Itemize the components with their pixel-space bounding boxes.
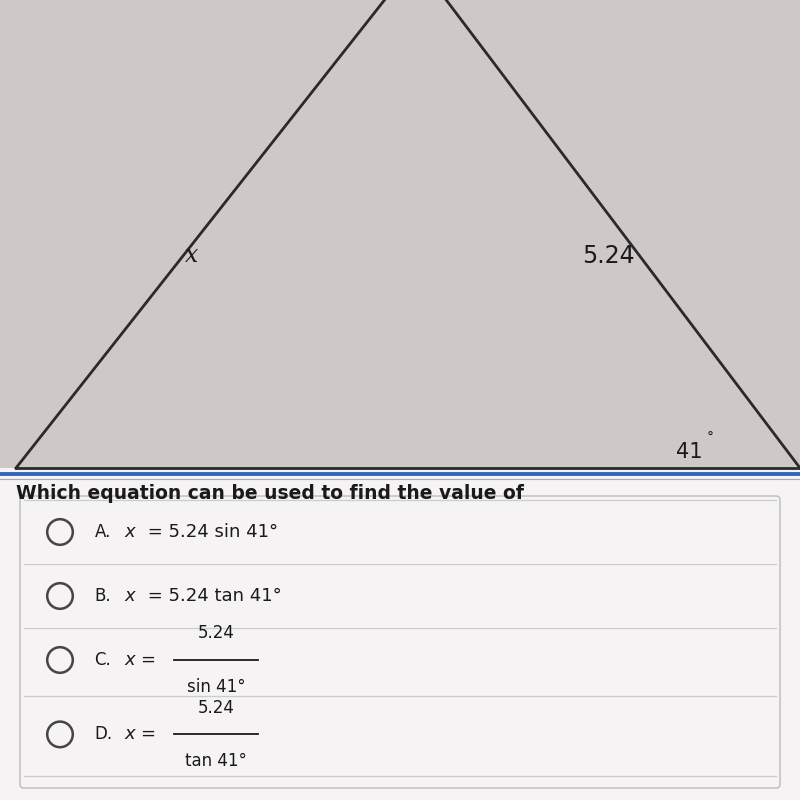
Text: = 5.24 tan 41°: = 5.24 tan 41° bbox=[142, 587, 282, 605]
Text: $x$: $x$ bbox=[124, 587, 138, 605]
Text: 5.24: 5.24 bbox=[198, 699, 234, 717]
Text: = 5.24 sin 41°: = 5.24 sin 41° bbox=[142, 523, 278, 541]
Bar bbox=[0, 468, 800, 800]
Text: $x$ =: $x$ = bbox=[124, 726, 156, 743]
Text: $x$ =: $x$ = bbox=[124, 651, 156, 669]
Text: A.: A. bbox=[94, 523, 110, 541]
Text: °: ° bbox=[706, 430, 714, 445]
Text: sin 41°: sin 41° bbox=[186, 678, 246, 695]
Text: 41: 41 bbox=[676, 442, 702, 462]
Text: D.: D. bbox=[94, 726, 113, 743]
Text: 5.24: 5.24 bbox=[198, 624, 234, 642]
Bar bbox=[0, 0, 800, 468]
Text: C.: C. bbox=[94, 651, 111, 669]
Text: Which equation can be used to find the value of: Which equation can be used to find the v… bbox=[16, 484, 530, 503]
Text: 5.24: 5.24 bbox=[582, 244, 634, 268]
Text: B.: B. bbox=[94, 587, 111, 605]
Text: x: x bbox=[186, 245, 198, 267]
Text: $x$: $x$ bbox=[124, 523, 138, 541]
FancyBboxPatch shape bbox=[20, 496, 780, 788]
Text: tan 41°: tan 41° bbox=[185, 752, 247, 770]
